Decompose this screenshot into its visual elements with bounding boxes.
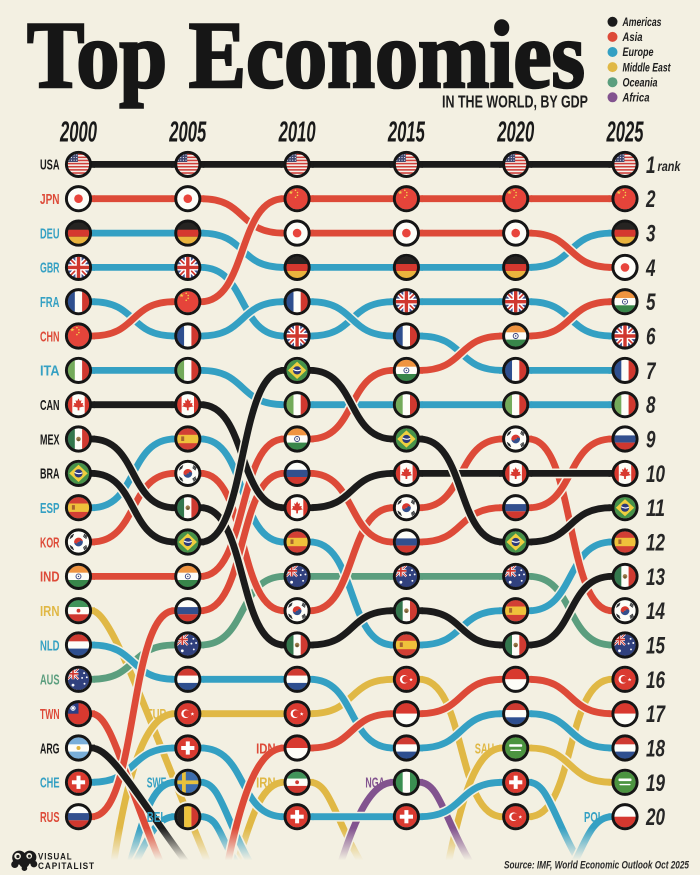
svg-text:POL: POL (584, 809, 604, 826)
svg-text:Americas: Americas (622, 17, 662, 29)
svg-text:ARG: ARG (40, 740, 60, 757)
svg-text:CAPITALIST: CAPITALIST (38, 861, 95, 871)
svg-text:16: 16 (646, 667, 665, 694)
svg-text:BRA: BRA (40, 466, 60, 483)
svg-text:3: 3 (646, 221, 656, 248)
svg-text:Asia: Asia (622, 32, 643, 44)
svg-text:IDN: IDN (256, 740, 276, 757)
svg-text:Oceania: Oceania (623, 77, 658, 89)
svg-text:IRN: IRN (40, 603, 60, 620)
svg-text:1: 1 (646, 152, 656, 179)
svg-text:11: 11 (646, 495, 665, 522)
svg-text:VISUAL: VISUAL (38, 852, 73, 862)
svg-text:JPN: JPN (40, 191, 60, 208)
svg-text:9: 9 (646, 427, 656, 454)
svg-text:TUR: TUR (147, 706, 167, 723)
svg-text:NLD: NLD (40, 637, 60, 654)
svg-text:CHE: CHE (40, 775, 60, 792)
svg-text:SWE: SWE (147, 775, 167, 792)
svg-text:2: 2 (645, 186, 656, 213)
svg-text:10: 10 (646, 461, 665, 488)
svg-text:ESP: ESP (40, 500, 60, 517)
svg-text:USA: USA (40, 157, 60, 174)
svg-text:2000: 2000 (59, 117, 97, 149)
svg-text:5: 5 (646, 289, 656, 316)
svg-text:4: 4 (645, 255, 655, 282)
svg-text:BEL: BEL (147, 809, 167, 826)
svg-text:DEU: DEU (40, 225, 60, 242)
svg-text:12: 12 (646, 530, 665, 557)
svg-text:rank: rank (658, 159, 682, 174)
svg-text:GBR: GBR (40, 260, 60, 277)
svg-text:2025: 2025 (606, 117, 644, 149)
svg-text:6: 6 (646, 324, 656, 351)
svg-text:KOR: KOR (40, 534, 60, 551)
svg-text:CAN: CAN (40, 397, 60, 414)
svg-text:MEX: MEX (40, 431, 60, 448)
svg-text:2020: 2020 (497, 117, 535, 149)
svg-text:17: 17 (646, 701, 666, 728)
svg-text:TWN: TWN (40, 706, 60, 723)
svg-text:IRN: IRN (256, 775, 276, 792)
svg-text:IN THE WORLD, BY GDP: IN THE WORLD, BY GDP (442, 92, 588, 112)
svg-text:2010: 2010 (278, 117, 316, 149)
svg-text:13: 13 (646, 564, 665, 591)
svg-text:Africa: Africa (622, 93, 650, 105)
svg-text:19: 19 (646, 770, 665, 797)
svg-text:FRA: FRA (40, 294, 60, 311)
svg-text:IND: IND (40, 569, 60, 586)
svg-text:CHN: CHN (40, 328, 60, 345)
svg-text:Top Economies: Top Economies (27, 2, 585, 108)
svg-text:2005: 2005 (169, 117, 207, 149)
svg-text:NGA: NGA (365, 775, 385, 792)
svg-text:Europe: Europe (623, 47, 654, 59)
svg-text:2015: 2015 (387, 117, 425, 149)
svg-text:8: 8 (646, 392, 656, 419)
svg-text:Source: IMF, World Economic Ou: Source: IMF, World Economic Outlook Oct … (504, 860, 690, 872)
svg-text:ITA: ITA (40, 363, 60, 380)
svg-text:SAU: SAU (475, 740, 495, 757)
svg-text:RUS: RUS (40, 809, 60, 826)
svg-text:AUS: AUS (40, 672, 60, 689)
svg-text:18: 18 (646, 736, 665, 763)
svg-text:7: 7 (646, 358, 657, 385)
svg-text:Middle East: Middle East (623, 62, 672, 74)
svg-text:20: 20 (645, 804, 665, 831)
svg-text:15: 15 (646, 633, 665, 660)
svg-text:14: 14 (646, 598, 665, 625)
